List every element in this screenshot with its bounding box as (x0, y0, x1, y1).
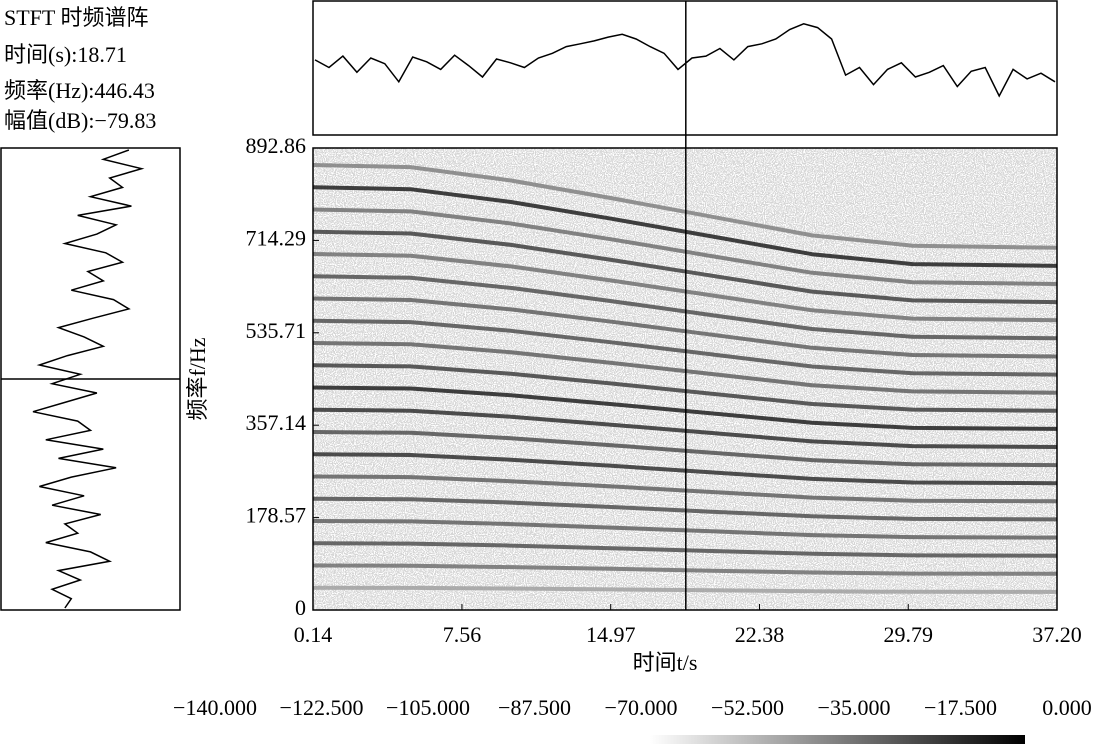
colorbar-tick-label: −140.000 (173, 695, 257, 720)
harmonic-track (313, 341, 1057, 395)
colorbar-tick-label: −70.000 (605, 695, 678, 720)
harmonic-track (313, 207, 1057, 286)
harmonic-track (313, 363, 1057, 413)
y-tick-label: 535.71 (246, 318, 307, 343)
y-tick-label: 178.57 (246, 503, 307, 528)
harmonic-track (313, 229, 1057, 305)
x-tick-label: 7.56 (443, 622, 482, 647)
harmonic-track (313, 585, 1057, 594)
harmonic-track (313, 318, 1057, 377)
colorbar-tick-label: −105.000 (386, 695, 470, 720)
harmonic-track (313, 274, 1057, 341)
colorbar-tick-label: −35.000 (818, 695, 891, 720)
readout-label: 幅值(dB): (4, 108, 94, 133)
x-tick-label: 22.38 (735, 622, 785, 647)
harmonic-track (313, 474, 1057, 504)
harmonic-track (313, 252, 1057, 323)
colorbar (650, 735, 1025, 744)
y-tick-label: 357.14 (246, 410, 307, 435)
harmonic-track (313, 496, 1057, 522)
x-tick-label: 0.14 (294, 622, 333, 647)
readout-amplitude: 幅值(dB):−79.83 (4, 108, 156, 133)
colorbar-tick-label: 0.000 (1042, 695, 1092, 720)
readout-value: −79.83 (94, 108, 156, 133)
harmonic-track (313, 563, 1057, 576)
harmonic-track (313, 519, 1057, 540)
y-tick-label: 714.29 (246, 225, 307, 250)
x-axis-label: 时间t/s (633, 650, 698, 675)
harmonic-track (313, 407, 1057, 449)
slice-trace (314, 23, 1056, 98)
colorbar-tick-label: −87.500 (498, 695, 571, 720)
readout-value: 446.43 (94, 78, 155, 103)
y-axis-label: 频率f/Hz (185, 337, 210, 420)
readout-label: 频率(Hz): (4, 78, 94, 103)
readout-time: 时间(s):18.71 (4, 42, 127, 67)
colorbar-tick-label: −17.500 (924, 695, 997, 720)
x-tick-label: 29.79 (883, 622, 933, 647)
harmonic-track (313, 452, 1057, 486)
harmonic-track (313, 185, 1057, 268)
readout-value: 18.71 (77, 42, 127, 67)
y-tick-label: 0 (295, 595, 306, 620)
x-tick-label: 14.97 (586, 622, 636, 647)
x-tick-label: 37.20 (1032, 622, 1082, 647)
colorbar-tick-label: −52.500 (711, 695, 784, 720)
colorbar-tick-label: −122.500 (280, 695, 364, 720)
harmonic-track (313, 385, 1057, 431)
harmonic-track (313, 296, 1057, 359)
spectrogram-frame (312, 147, 1058, 611)
panel-title: STFT 时频谱阵 (4, 5, 148, 30)
readout-frequency: 频率(Hz):446.43 (4, 78, 155, 103)
harmonic-track (313, 541, 1057, 558)
spectrogram-noise (313, 148, 1057, 610)
y-tick-label: 892.86 (246, 133, 307, 158)
time-slice-frame (312, 0, 1058, 136)
harmonic-tracks (313, 163, 1057, 594)
readout-label: 时间(s): (4, 42, 77, 67)
harmonic-track (313, 430, 1057, 468)
harmonic-track (313, 163, 1057, 250)
